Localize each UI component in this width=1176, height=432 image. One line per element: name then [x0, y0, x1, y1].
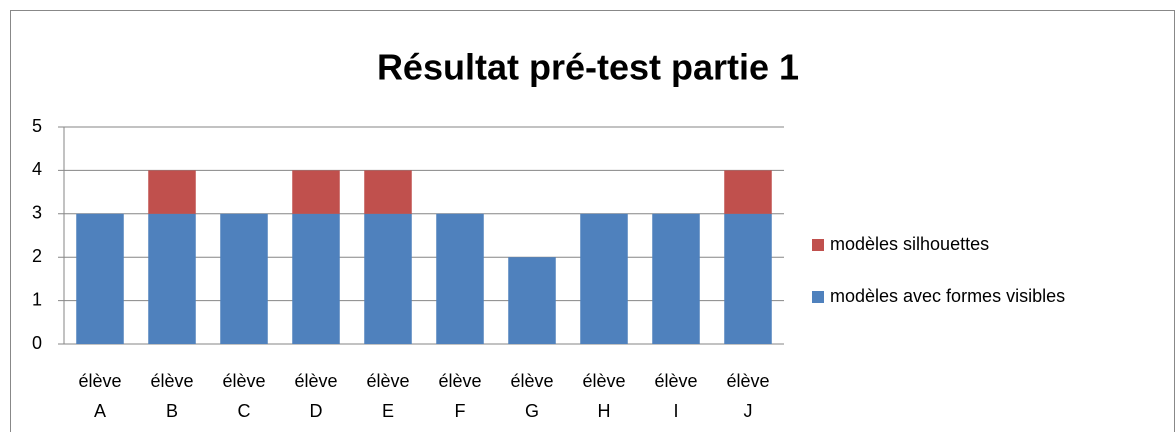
x-tick-label: élève B — [150, 371, 193, 421]
y-tick-label: 5 — [32, 116, 42, 136]
x-tick-label: élève F — [438, 371, 481, 421]
x-tick-label: élève C — [222, 371, 265, 421]
chart-title: Résultat pré-test partie 1 — [377, 47, 799, 88]
x-tick-label: élève H — [582, 371, 625, 421]
x-tick-label: élève J — [726, 371, 769, 421]
bar — [148, 213, 196, 344]
y-tick-label: 1 — [32, 289, 42, 309]
x-tick-label: élève G — [510, 371, 553, 421]
bar — [148, 170, 196, 214]
bar — [724, 213, 772, 344]
legend-swatch — [812, 239, 824, 251]
bar — [292, 213, 340, 344]
bar — [652, 213, 700, 344]
bar — [76, 213, 124, 344]
bar — [220, 213, 268, 344]
y-tick-label: 2 — [32, 246, 42, 266]
bar — [292, 170, 340, 214]
bar — [364, 213, 412, 344]
bar — [364, 170, 412, 214]
x-tick-label: élève I — [654, 371, 697, 421]
x-tick-label: élève E — [366, 371, 409, 421]
bar — [436, 213, 484, 344]
bar — [508, 257, 556, 344]
x-tick-label: élève D — [294, 371, 337, 421]
legend-label: modèles silhouettes — [830, 234, 989, 254]
bar — [580, 213, 628, 344]
y-tick-label: 3 — [32, 203, 42, 223]
y-tick-label: 4 — [32, 159, 42, 179]
y-tick-label: 0 — [32, 333, 42, 353]
legend-label: modèles avec formes visibles — [830, 286, 1065, 306]
x-tick-label: élève A — [78, 371, 121, 421]
bar — [724, 170, 772, 214]
legend-swatch — [812, 291, 824, 303]
